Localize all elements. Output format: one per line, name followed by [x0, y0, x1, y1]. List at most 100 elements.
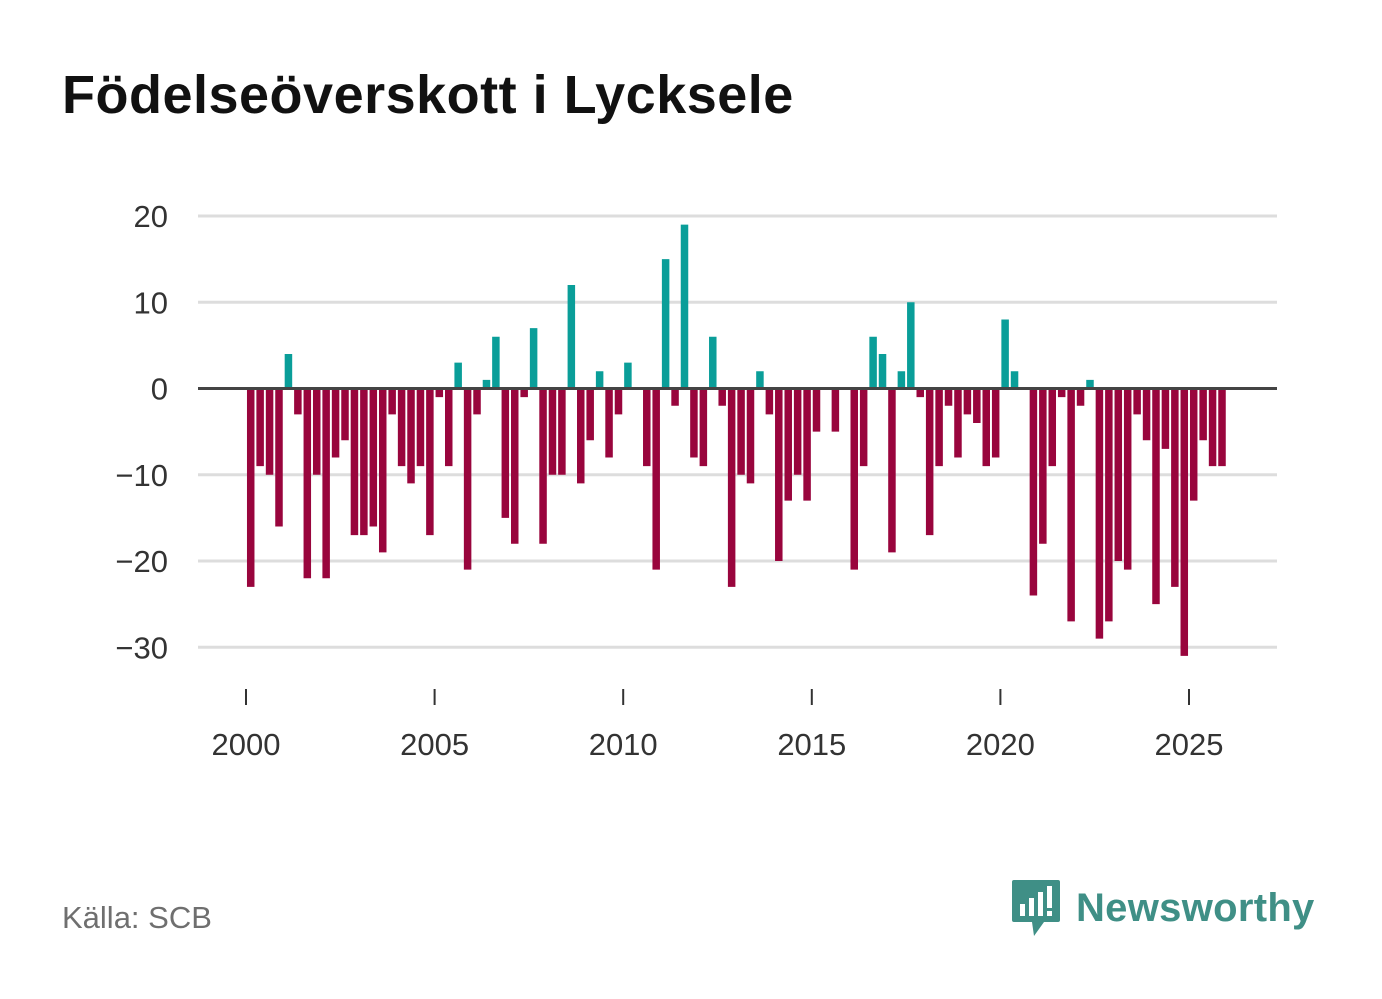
y-tick-label: −20 — [115, 544, 168, 579]
bar — [388, 388, 396, 415]
bar — [907, 302, 915, 389]
bar — [614, 388, 623, 415]
bar — [256, 388, 264, 467]
bars — [246, 224, 1226, 656]
bar — [916, 388, 924, 398]
bar — [1105, 388, 1113, 622]
bar — [473, 388, 481, 415]
bar — [1086, 379, 1094, 389]
bar — [1208, 388, 1217, 467]
bar — [1039, 388, 1047, 544]
bar — [435, 388, 444, 398]
bar — [1076, 388, 1085, 406]
x-tick-label: 2015 — [777, 727, 846, 762]
bar — [1114, 388, 1123, 561]
bar — [652, 388, 660, 570]
bar — [765, 388, 774, 415]
bar-chart-speech-bubble-icon — [1012, 880, 1060, 936]
bar — [312, 388, 321, 475]
bar — [1218, 388, 1226, 467]
bar — [1152, 388, 1160, 605]
bar — [888, 388, 896, 553]
bar — [426, 388, 434, 536]
bar — [407, 388, 415, 484]
bar — [680, 224, 689, 389]
bar — [991, 388, 1000, 458]
bar — [690, 388, 698, 458]
bar — [294, 388, 302, 415]
bar — [539, 388, 547, 544]
bar — [859, 388, 868, 467]
bar — [1171, 388, 1179, 587]
bar — [520, 388, 528, 398]
x-tick-label: 2000 — [212, 727, 281, 762]
bar — [1180, 388, 1189, 656]
brand-logo: Newsworthy — [1010, 878, 1315, 938]
bar — [303, 388, 312, 579]
bar — [1001, 319, 1009, 389]
bar — [718, 388, 726, 406]
y-tick-label: −10 — [115, 458, 168, 493]
source-note: Källa: SCB — [62, 900, 212, 935]
bar — [1057, 388, 1066, 398]
bar — [925, 388, 934, 536]
bar — [1161, 388, 1170, 449]
bar — [643, 388, 651, 467]
y-tick-label: 20 — [134, 199, 168, 234]
bar — [784, 388, 792, 501]
bar — [246, 388, 255, 587]
bar — [850, 388, 858, 570]
bar — [482, 379, 491, 389]
y-tick-label: 0 — [151, 372, 168, 407]
bar — [341, 388, 349, 441]
x-tick-label: 2005 — [400, 727, 469, 762]
bar — [756, 371, 764, 389]
brand-name: Newsworthy — [1076, 885, 1315, 930]
bar — [1189, 388, 1198, 501]
bar — [1048, 388, 1057, 467]
bar — [1133, 388, 1141, 415]
bar — [963, 388, 972, 415]
bar — [1029, 388, 1038, 596]
y-tick-label: −30 — [115, 630, 168, 665]
bar — [284, 354, 293, 389]
bar — [812, 388, 821, 432]
bar — [803, 388, 811, 501]
bar — [1142, 388, 1151, 441]
bar — [322, 388, 330, 579]
bar — [558, 388, 566, 475]
bar — [1067, 388, 1075, 622]
bar — [1123, 388, 1132, 570]
bar — [275, 388, 283, 527]
y-axis: 20 10 0 −10 −20 −30 — [115, 199, 168, 665]
bar — [360, 388, 368, 536]
bar — [331, 388, 340, 458]
bar — [699, 388, 708, 467]
bar — [709, 336, 717, 389]
bar — [1199, 388, 1207, 441]
bar — [869, 336, 877, 389]
bar — [671, 388, 679, 406]
bar — [529, 328, 538, 389]
bar — [973, 388, 981, 423]
bar — [897, 371, 906, 389]
bar — [935, 388, 943, 467]
bar — [501, 388, 510, 518]
bar — [397, 388, 406, 467]
bar — [567, 285, 576, 389]
bar — [661, 259, 670, 389]
bar — [454, 362, 462, 389]
x-tick-label: 2010 — [589, 727, 658, 762]
x-tick-label: 2020 — [966, 727, 1035, 762]
bar — [463, 388, 472, 570]
bar — [445, 388, 453, 467]
bar — [492, 336, 500, 389]
bar — [1010, 371, 1019, 389]
y-tick-label: 10 — [134, 285, 168, 320]
bar — [511, 388, 519, 544]
bar — [727, 388, 736, 587]
chart-title: Födelseöverskott i Lycksele — [62, 65, 794, 125]
bar — [265, 388, 274, 475]
bar — [378, 388, 387, 553]
